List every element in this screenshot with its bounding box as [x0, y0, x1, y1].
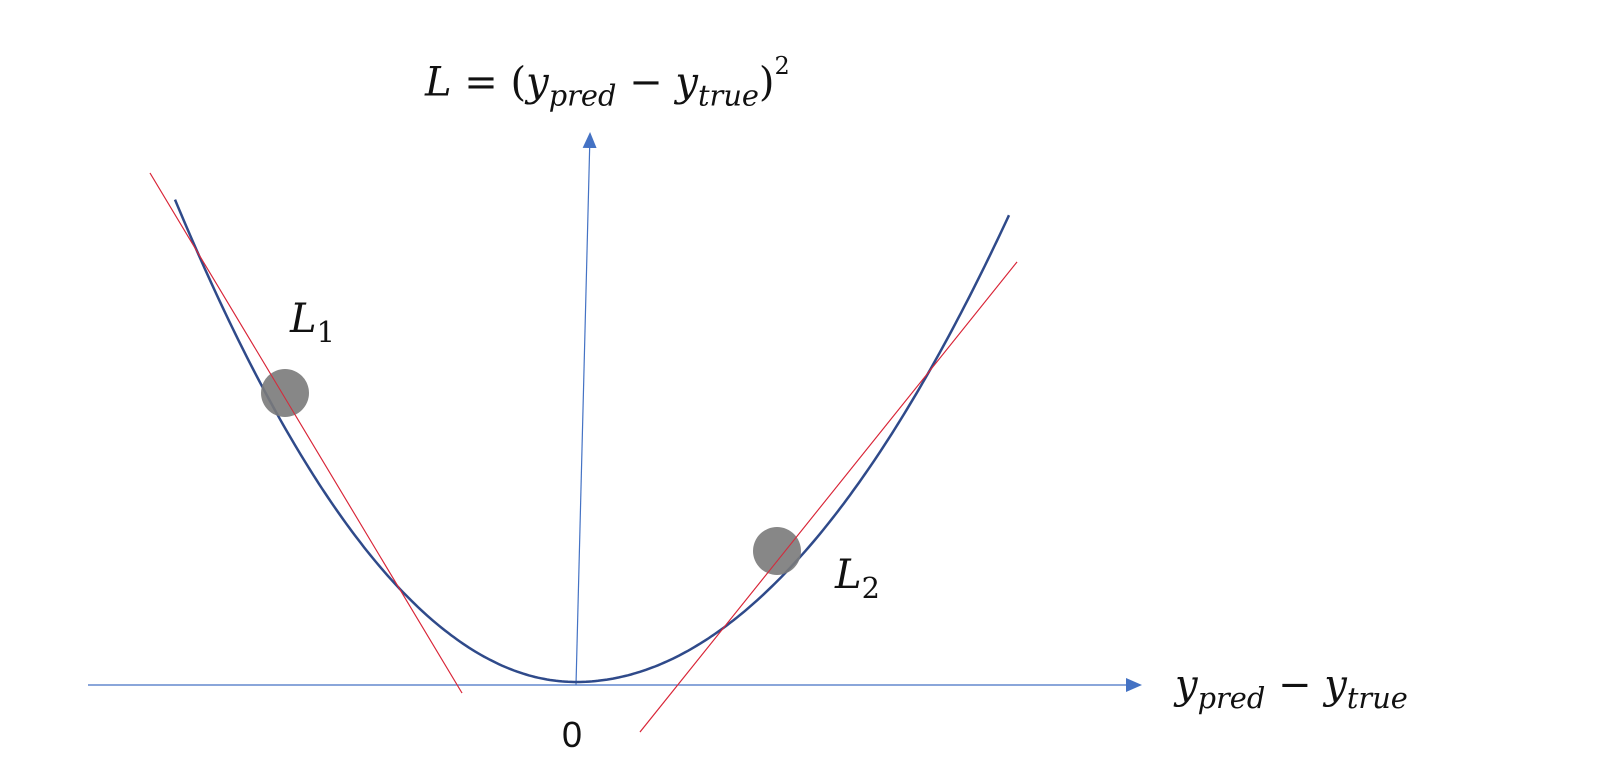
formula-close: )	[758, 59, 775, 106]
origin-label: 0	[562, 714, 583, 755]
x-axis-label: ypred − ytrue	[1175, 662, 1408, 715]
loss-curve	[173, 199, 1011, 684]
l2-letter: L	[835, 552, 862, 598]
point-label-l2: L2	[835, 552, 880, 605]
formula-sub2: true	[697, 78, 759, 113]
formula-y2: y	[675, 59, 698, 106]
formula-eq: =	[464, 59, 498, 106]
tangent-overlay-right	[639, 261, 1018, 733]
l2-sub: 2	[861, 571, 880, 606]
xlabel-sub1: pred	[1197, 681, 1266, 716]
loss-formula: L = (ypred − ytrue)2	[425, 52, 790, 113]
formula-sub1: pred	[548, 78, 617, 113]
formula-minus: −	[629, 59, 663, 106]
l1-sub: 1	[316, 315, 335, 350]
xlabel-y1: y	[1175, 662, 1198, 708]
y-axis	[575, 132, 597, 686]
point-label-l1: L1	[290, 296, 335, 349]
formula-open: (	[510, 59, 527, 106]
formula-power: 2	[774, 52, 790, 80]
point-l1	[261, 369, 309, 417]
point-l2	[753, 527, 801, 575]
xlabel-y2: y	[1324, 662, 1347, 708]
l1-letter: L	[290, 296, 317, 342]
xlabel-minus: −	[1278, 662, 1312, 708]
formula-lhs: L	[425, 59, 452, 106]
xlabel-sub2: true	[1346, 681, 1408, 716]
formula-y1: y	[526, 59, 549, 106]
tangent-overlay-left	[149, 172, 463, 694]
